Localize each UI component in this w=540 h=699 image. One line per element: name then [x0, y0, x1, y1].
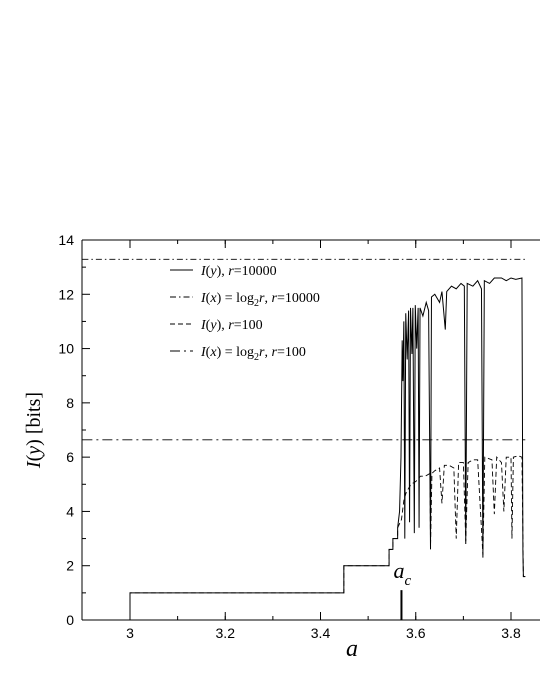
legend-label-2: I(y), r=100	[200, 318, 263, 333]
legend: I(y), r=10000 I(x) = log2r, r=10000 I(y), …	[170, 264, 320, 363]
x-tick-label: 3.6	[406, 625, 426, 641]
series-line-2	[129, 455, 526, 620]
y-tick-label: 14	[58, 232, 74, 248]
y-tick-label: 8	[66, 395, 74, 411]
critical-point-annotation: ac	[393, 558, 411, 620]
series-layer	[82, 258, 526, 620]
y-tick-label: 12	[58, 286, 74, 302]
critical-point-label: ac	[393, 558, 411, 589]
x-tick-label: 3.4	[311, 625, 331, 641]
y-axis-label: I(y) [bits]	[23, 392, 45, 469]
legend-label-3: I(x) = log2r, r=100	[200, 345, 306, 363]
legend-label-1: I(x) = log2r, r=10000	[200, 291, 320, 309]
legend-label-0: I(y), r=10000	[200, 264, 277, 279]
series-line-0	[129, 277, 526, 620]
x-tick-label: 3.8	[501, 625, 521, 641]
y-tick-label: 4	[66, 503, 74, 519]
y-tick-label: 10	[58, 341, 74, 357]
x-tick-label: 3.2	[216, 625, 236, 641]
y-tick-label: 6	[66, 449, 74, 465]
ticks-layer: 3 3.2 3.4 3.6 3.8 0 2 4 6 8 10 12 14	[58, 232, 521, 641]
y-tick-label: 0	[66, 612, 74, 628]
x-tick-label: 3	[126, 625, 134, 641]
y-tick-label: 2	[66, 558, 74, 574]
x-axis-label: a	[346, 636, 358, 662]
